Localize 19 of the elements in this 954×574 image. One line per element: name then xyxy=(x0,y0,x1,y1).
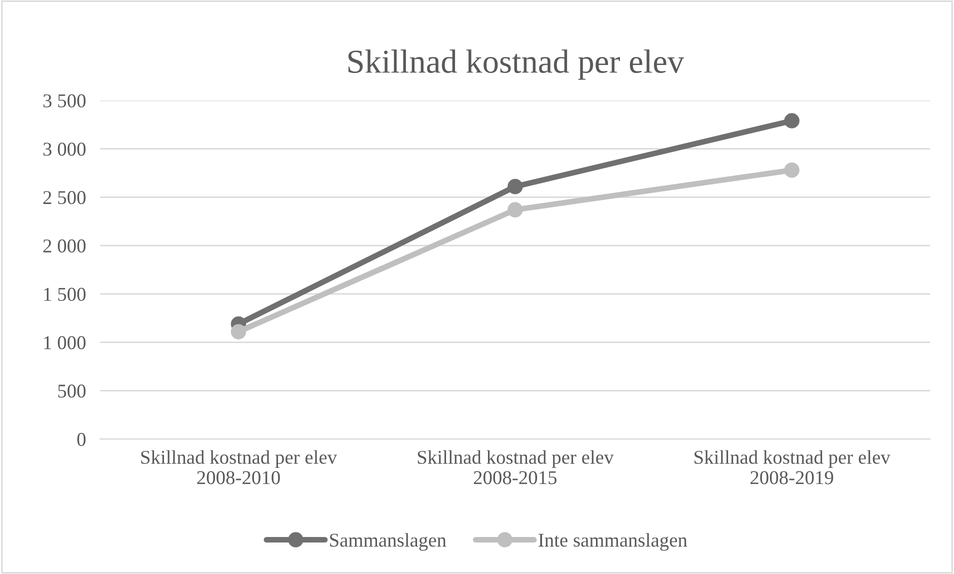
y-tick-label: 3 000 xyxy=(43,142,86,156)
y-tick-label: 3 500 xyxy=(43,94,86,108)
point xyxy=(508,202,523,218)
point xyxy=(230,324,246,340)
y-tick-label: 500 xyxy=(58,384,86,398)
y-tick-label: 2 500 xyxy=(43,191,86,204)
legend-label: Sammanslagen xyxy=(330,533,446,551)
x-tick-label: Skillnad kostnad per elev 2008-2010 xyxy=(141,450,338,484)
y-tick-label: 1 500 xyxy=(44,288,86,301)
point xyxy=(508,178,523,194)
point xyxy=(784,162,800,178)
chart-title: Skillnad kostnad per elev xyxy=(348,50,684,80)
y-tick-label: 0 xyxy=(77,432,86,446)
y-tick-label: 2 000 xyxy=(43,239,86,253)
legend-label: Inte sammanslagen xyxy=(538,533,688,551)
x-tick-label: Skillnad kostnad per elev 2008-2019 xyxy=(694,450,890,484)
x-tick-label: Skillnad kostnad per elev 2008-2015 xyxy=(418,450,614,484)
point xyxy=(784,113,800,128)
y-tick-label: 1 000 xyxy=(44,336,86,350)
